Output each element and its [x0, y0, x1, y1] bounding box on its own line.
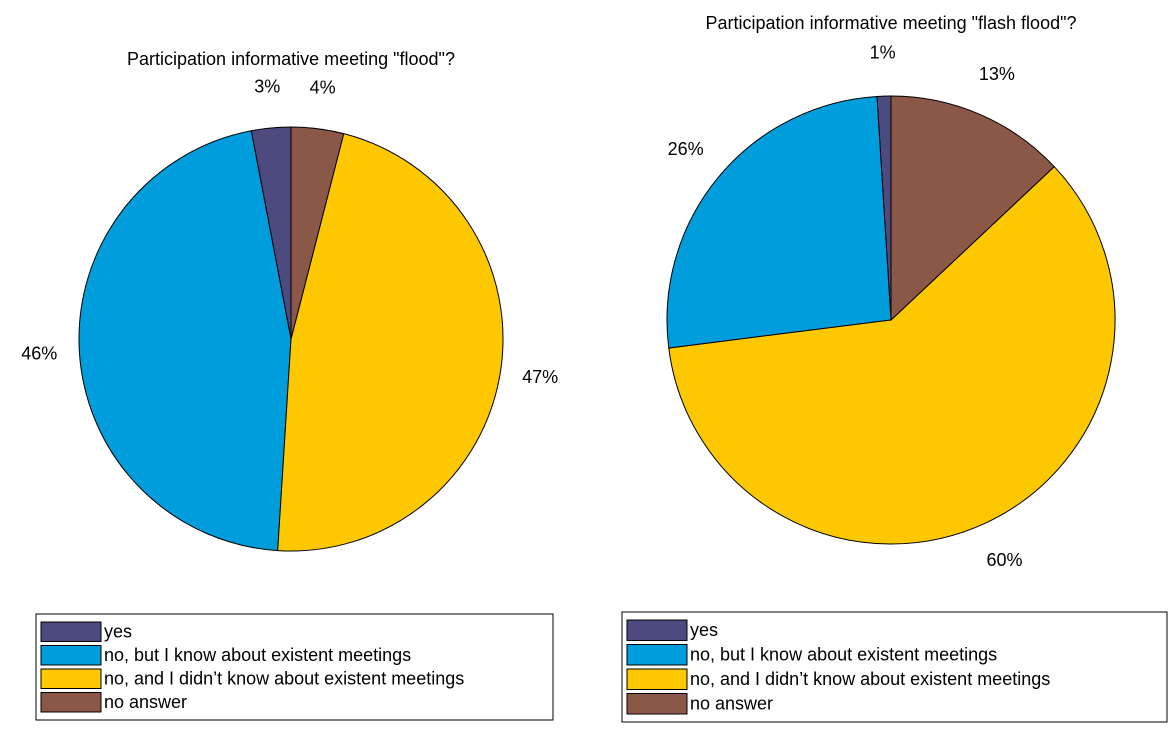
- slice-label: 26%: [668, 139, 704, 159]
- chart-title: Participation informative meeting "flood…: [127, 49, 455, 69]
- legend-label: yes: [104, 622, 132, 642]
- legend-label: no answer: [104, 692, 187, 712]
- legend-label: no, and I didn’t know about existent mee…: [690, 669, 1050, 689]
- legend-swatch: [626, 693, 688, 715]
- legend-box: [621, 611, 1168, 723]
- legend-swatch: [40, 621, 102, 642]
- slice-label: 1%: [870, 42, 896, 62]
- legend-swatch: [626, 668, 688, 690]
- pie-slice: [890, 95, 1055, 322]
- legend-swatch: [40, 668, 102, 689]
- legend-label: no, but I know about existent meetings: [690, 645, 997, 665]
- chart-title: Participation informative meeting "flash…: [706, 13, 1077, 33]
- slice-label: 60%: [986, 550, 1022, 570]
- legend-label: no, and I didn’t know about existent mee…: [104, 669, 464, 689]
- pie-slice: [290, 126, 345, 340]
- pie-slice: [666, 95, 892, 349]
- pie-slice: [277, 133, 504, 552]
- legend-label: no answer: [690, 694, 773, 714]
- slice-label: 46%: [21, 344, 57, 364]
- pie-slice: [668, 165, 1116, 545]
- legend-swatch: [626, 644, 688, 666]
- legend-swatch: [40, 692, 102, 713]
- slice-label: 3%: [254, 77, 280, 97]
- legend-swatch: [40, 645, 102, 666]
- slice-label: 13%: [979, 64, 1015, 84]
- legend-label: yes: [690, 620, 718, 640]
- slice-label: 47%: [522, 367, 558, 387]
- pie-slice: [78, 130, 292, 552]
- slice-label: 4%: [310, 77, 336, 97]
- legend-box: [35, 613, 554, 721]
- legend-label: no, but I know about existent meetings: [104, 645, 411, 665]
- legend-swatch: [626, 619, 688, 641]
